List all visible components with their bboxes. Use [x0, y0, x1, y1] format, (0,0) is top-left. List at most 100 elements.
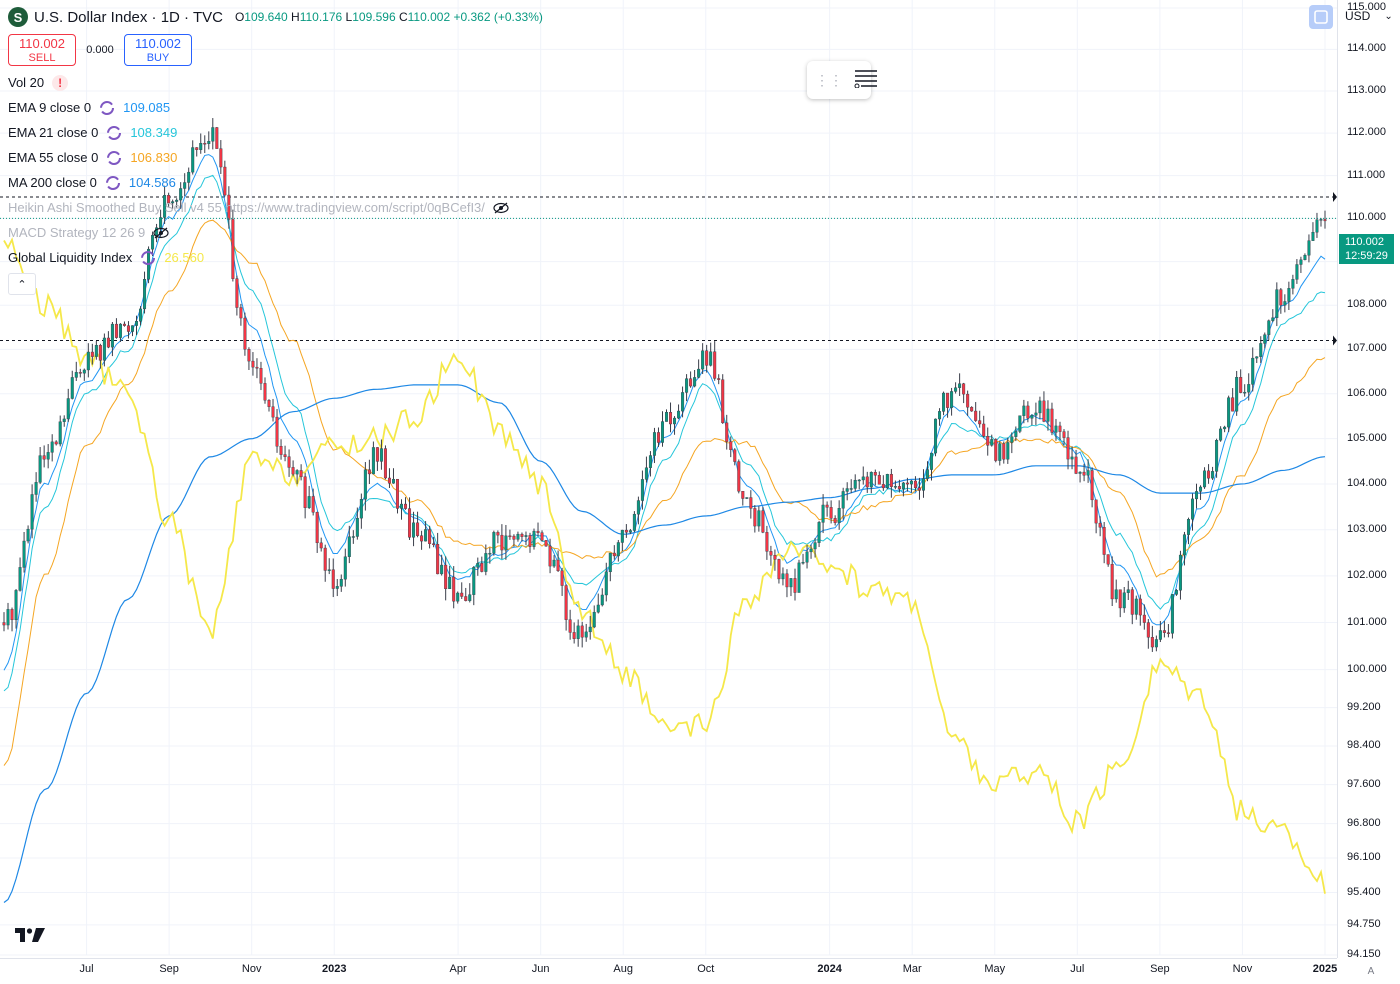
fullscreen-icon: [1314, 10, 1328, 24]
series-line-global-liquidity-index: [3, 237, 1326, 894]
indicator-row[interactable]: MACD Strategy 12 26 9: [8, 220, 543, 245]
chart-canvas[interactable]: [0, 0, 1337, 958]
indicator-row[interactable]: Heikin Ashi Smoothed Buy Sell v4 55 http…: [8, 195, 543, 220]
candle-body: [512, 535, 516, 540]
candle-body: [1018, 415, 1022, 432]
candle-body: [1223, 426, 1227, 430]
indicator-row[interactable]: EMA 21 close 0 108.349: [8, 120, 543, 145]
cycle-icon[interactable]: [106, 125, 122, 141]
price-scale[interactable]: [1337, 0, 1400, 958]
candle-body: [275, 416, 279, 447]
candle-body: [1078, 471, 1082, 474]
candle-body: [1243, 391, 1247, 394]
time-tick-label: Sep: [1150, 963, 1170, 975]
indicator-row[interactable]: MA 200 close 0 104.586: [8, 170, 543, 195]
indicator-row[interactable]: EMA 55 close 0 106.830: [8, 145, 543, 170]
symbol-icon[interactable]: S: [8, 7, 28, 27]
warning-icon[interactable]: !: [52, 74, 69, 91]
candle-body: [697, 368, 701, 378]
eye-off-icon[interactable]: [493, 200, 509, 216]
drag-handle-icon[interactable]: ⋮⋮: [815, 71, 843, 88]
time-tick-label: Nov: [241, 963, 262, 975]
candle-body: [263, 383, 267, 401]
candle-body: [540, 532, 544, 541]
price-tick-label: 99.200: [1347, 700, 1381, 713]
object-tree-icon[interactable]: [853, 68, 879, 93]
candle-body: [1170, 594, 1174, 634]
candle-body: [1271, 317, 1275, 321]
chart-title[interactable]: U.S. Dollar Index · 1D · TVC: [34, 8, 223, 26]
indicator-row[interactable]: Global Liquidity Index 26.560: [8, 245, 543, 270]
candle-body: [982, 423, 986, 437]
chart-type-button[interactable]: [1309, 5, 1333, 29]
candle-body: [179, 188, 183, 201]
candle-body: [681, 392, 685, 412]
candle-body: [729, 441, 733, 450]
candle-body: [604, 571, 608, 596]
price-tick-label: 111.000: [1347, 168, 1386, 181]
candle-body: [203, 143, 207, 145]
candle-body: [837, 508, 841, 523]
candle-body: [1066, 437, 1070, 460]
candle-body: [412, 522, 416, 538]
sell-button[interactable]: 110.002 SELL: [8, 34, 76, 66]
candle-body: [347, 536, 351, 557]
candle-body: [319, 542, 323, 549]
candle-body: [163, 194, 167, 218]
candle-body: [777, 559, 781, 580]
candle-body: [1090, 470, 1094, 501]
cycle-icon[interactable]: [106, 150, 122, 166]
price-tick-label: 97.600: [1347, 777, 1381, 790]
candle-body: [825, 504, 829, 508]
indicator-row[interactable]: Vol 20!: [8, 70, 543, 95]
time-tick-label: May: [984, 963, 1006, 975]
cycle-icon[interactable]: [140, 250, 156, 266]
candle-body: [307, 496, 311, 508]
series-line-ema-55-close-0: [3, 219, 1326, 766]
collapse-legend-button[interactable]: ⌃: [8, 273, 36, 295]
candle-body: [656, 432, 660, 443]
time-axis[interactable]: [0, 958, 1337, 984]
candle-body: [355, 517, 359, 537]
candle-body: [311, 496, 315, 513]
candle-body: [404, 503, 408, 509]
candle-body: [22, 540, 26, 568]
indicator-value: 109.085: [123, 100, 171, 115]
candle-body: [187, 171, 191, 183]
tradingview-logo[interactable]: [15, 927, 47, 948]
candle-body: [665, 412, 669, 422]
candle-body: [1195, 491, 1199, 500]
candle-body: [897, 486, 901, 490]
candle-body: [379, 448, 383, 462]
candle-body: [1303, 255, 1307, 261]
candle-body: [644, 467, 648, 480]
candle-body: [1118, 589, 1122, 609]
candle-body: [1050, 408, 1054, 433]
price-tick-label: 95.400: [1347, 885, 1381, 898]
candle-body: [994, 439, 998, 461]
price-tick-label: 102.000: [1347, 568, 1387, 581]
cycle-icon[interactable]: [105, 175, 121, 191]
high-label: H: [291, 10, 300, 24]
candle-body: [62, 418, 66, 422]
candle-body: [954, 387, 958, 392]
price-tick-label: 100.000: [1347, 662, 1387, 675]
buy-button[interactable]: 110.002 BUY: [124, 34, 192, 66]
candle-body: [1323, 219, 1327, 222]
candle-body: [1251, 357, 1255, 385]
indicator-row[interactable]: EMA 9 close 0 109.085: [8, 95, 543, 120]
cycle-icon[interactable]: [99, 100, 115, 116]
eye-off-icon[interactable]: [153, 225, 169, 241]
currency-selector[interactable]: USD ⌄: [1340, 4, 1398, 28]
candle-body: [339, 578, 343, 587]
auto-scale-button[interactable]: A: [1367, 966, 1375, 977]
price-tick-label: 104.000: [1347, 476, 1387, 489]
price-tick-label: 106.000: [1347, 386, 1387, 399]
candle-body: [685, 378, 689, 393]
candle-body: [632, 513, 636, 531]
candle-body: [114, 323, 118, 338]
price-tick-label: 110.000: [1347, 211, 1386, 224]
candle-body: [833, 518, 837, 523]
candle-body: [504, 535, 508, 551]
close-label: C: [398, 10, 408, 24]
